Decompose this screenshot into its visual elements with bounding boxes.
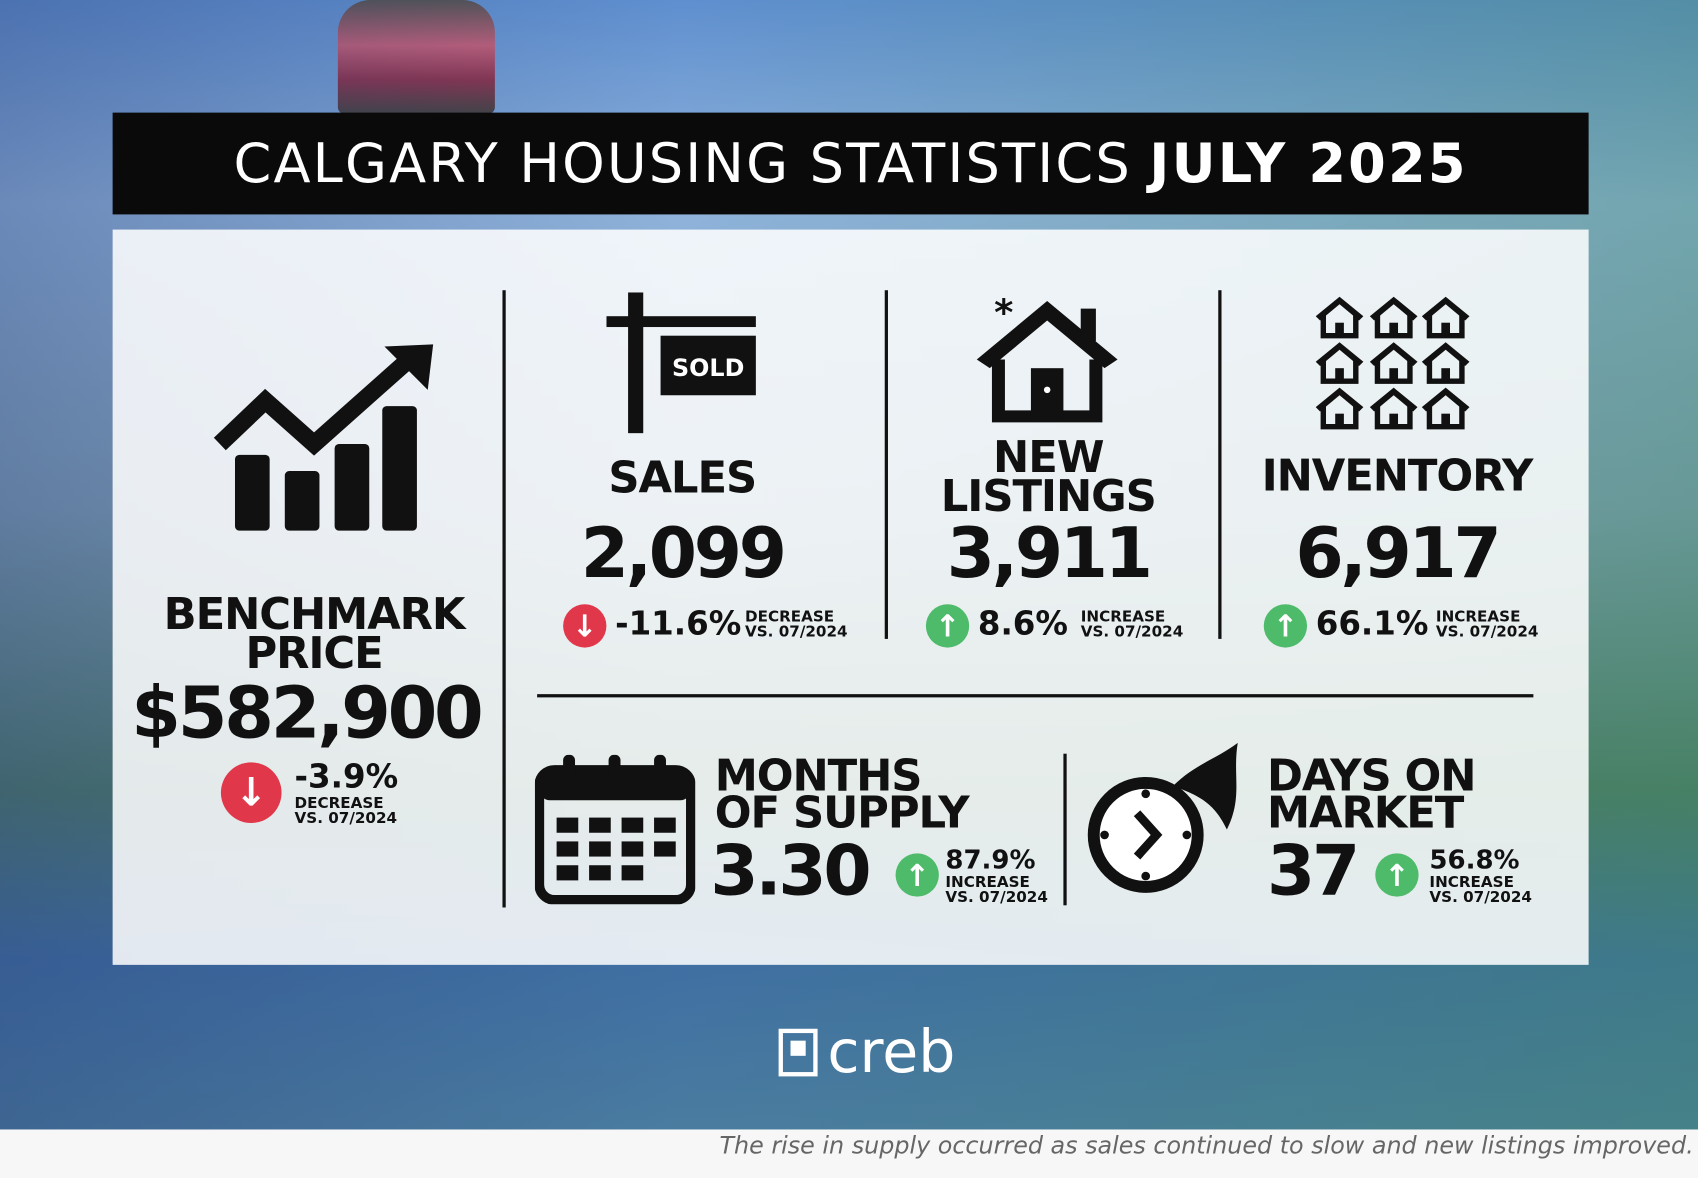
sold-sign-text: SOLD bbox=[672, 354, 744, 382]
days-on-market-value: 37 bbox=[1266, 831, 1360, 912]
days-on-market-change: 56.8% bbox=[1429, 844, 1520, 875]
benchmark-direction: DECREASE bbox=[294, 794, 384, 813]
sales-value: 2,099 bbox=[580, 514, 787, 595]
arrow-down-icon: ↓ bbox=[563, 604, 607, 648]
inventory-value: 6,917 bbox=[1295, 514, 1501, 595]
calgary-tower bbox=[337, 0, 495, 114]
creb-logo-text: creb bbox=[827, 1017, 956, 1087]
inventory-change: 66.1% bbox=[1315, 605, 1429, 644]
new-house-icon: * bbox=[976, 292, 1118, 423]
title-period: JULY 2025 bbox=[1149, 132, 1468, 195]
days-on-market-compare: VS. 07/2024 bbox=[1429, 889, 1532, 907]
arrow-up-icon: ↑ bbox=[1263, 604, 1308, 648]
arrow-up-icon: ↑ bbox=[895, 853, 939, 897]
divider bbox=[1063, 753, 1067, 906]
fast-clock-icon bbox=[1087, 742, 1238, 893]
new-listings-compare: VS. 07/2024 bbox=[1080, 623, 1184, 642]
months-supply-compare: VS. 07/2024 bbox=[945, 889, 1048, 907]
houses-grid-icon bbox=[1316, 295, 1473, 430]
title-bar: CALGARY HOUSING STATISTICS JULY 2025 bbox=[112, 112, 1589, 215]
new-listings-label: NEW LISTINGS bbox=[940, 433, 1157, 522]
months-supply-change: 87.9% bbox=[945, 844, 1036, 875]
days-on-market-direction: INCREASE bbox=[1429, 873, 1514, 892]
sales-change: -11.6% bbox=[615, 605, 742, 644]
creb-logo-icon bbox=[778, 1028, 818, 1076]
divider bbox=[537, 694, 1534, 698]
arrow-up-icon: ↑ bbox=[925, 604, 970, 648]
benchmark-label: BENCHMARK PRICE bbox=[163, 590, 466, 679]
arrow-up-icon: ↑ bbox=[1375, 853, 1419, 897]
days-on-market-label: DAYS ON MARKET bbox=[1266, 751, 1477, 839]
new-listings-value: 3,911 bbox=[946, 514, 1153, 595]
divider bbox=[884, 290, 888, 639]
title-prefix: CALGARY HOUSING STATISTICS bbox=[233, 132, 1132, 195]
calendar-icon bbox=[534, 754, 696, 905]
divider bbox=[1218, 290, 1222, 639]
creb-logo: creb bbox=[778, 1017, 956, 1087]
benchmark-value: $582,900 bbox=[131, 671, 484, 755]
sales-label: SALES bbox=[608, 453, 757, 504]
months-supply-value: 3.30 bbox=[710, 831, 871, 912]
new-listings-direction: INCREASE bbox=[1080, 608, 1166, 626]
sold-sign-icon: SOLD bbox=[606, 292, 756, 434]
rising-chart-icon bbox=[213, 344, 434, 531]
inventory-direction: INCREASE bbox=[1435, 608, 1521, 626]
svg-text:*: * bbox=[994, 292, 1013, 333]
benchmark-change: -3.9% bbox=[294, 758, 399, 796]
months-supply-direction: INCREASE bbox=[945, 873, 1030, 892]
arrow-down-icon: ↓ bbox=[220, 762, 282, 824]
new-listings-change: 8.6% bbox=[977, 605, 1068, 644]
sales-direction: DECREASE bbox=[745, 608, 835, 626]
inventory-compare: VS. 07/2024 bbox=[1435, 623, 1539, 642]
benchmark-compare: VS. 07/2024 bbox=[294, 810, 398, 828]
sales-compare: VS. 07/2024 bbox=[745, 623, 848, 642]
caption: The rise in supply occurred as sales con… bbox=[719, 1132, 1694, 1160]
months-supply-label: MONTHS OF SUPPLY bbox=[714, 751, 970, 839]
inventory-label: INVENTORY bbox=[1261, 451, 1534, 502]
divider bbox=[502, 290, 506, 908]
